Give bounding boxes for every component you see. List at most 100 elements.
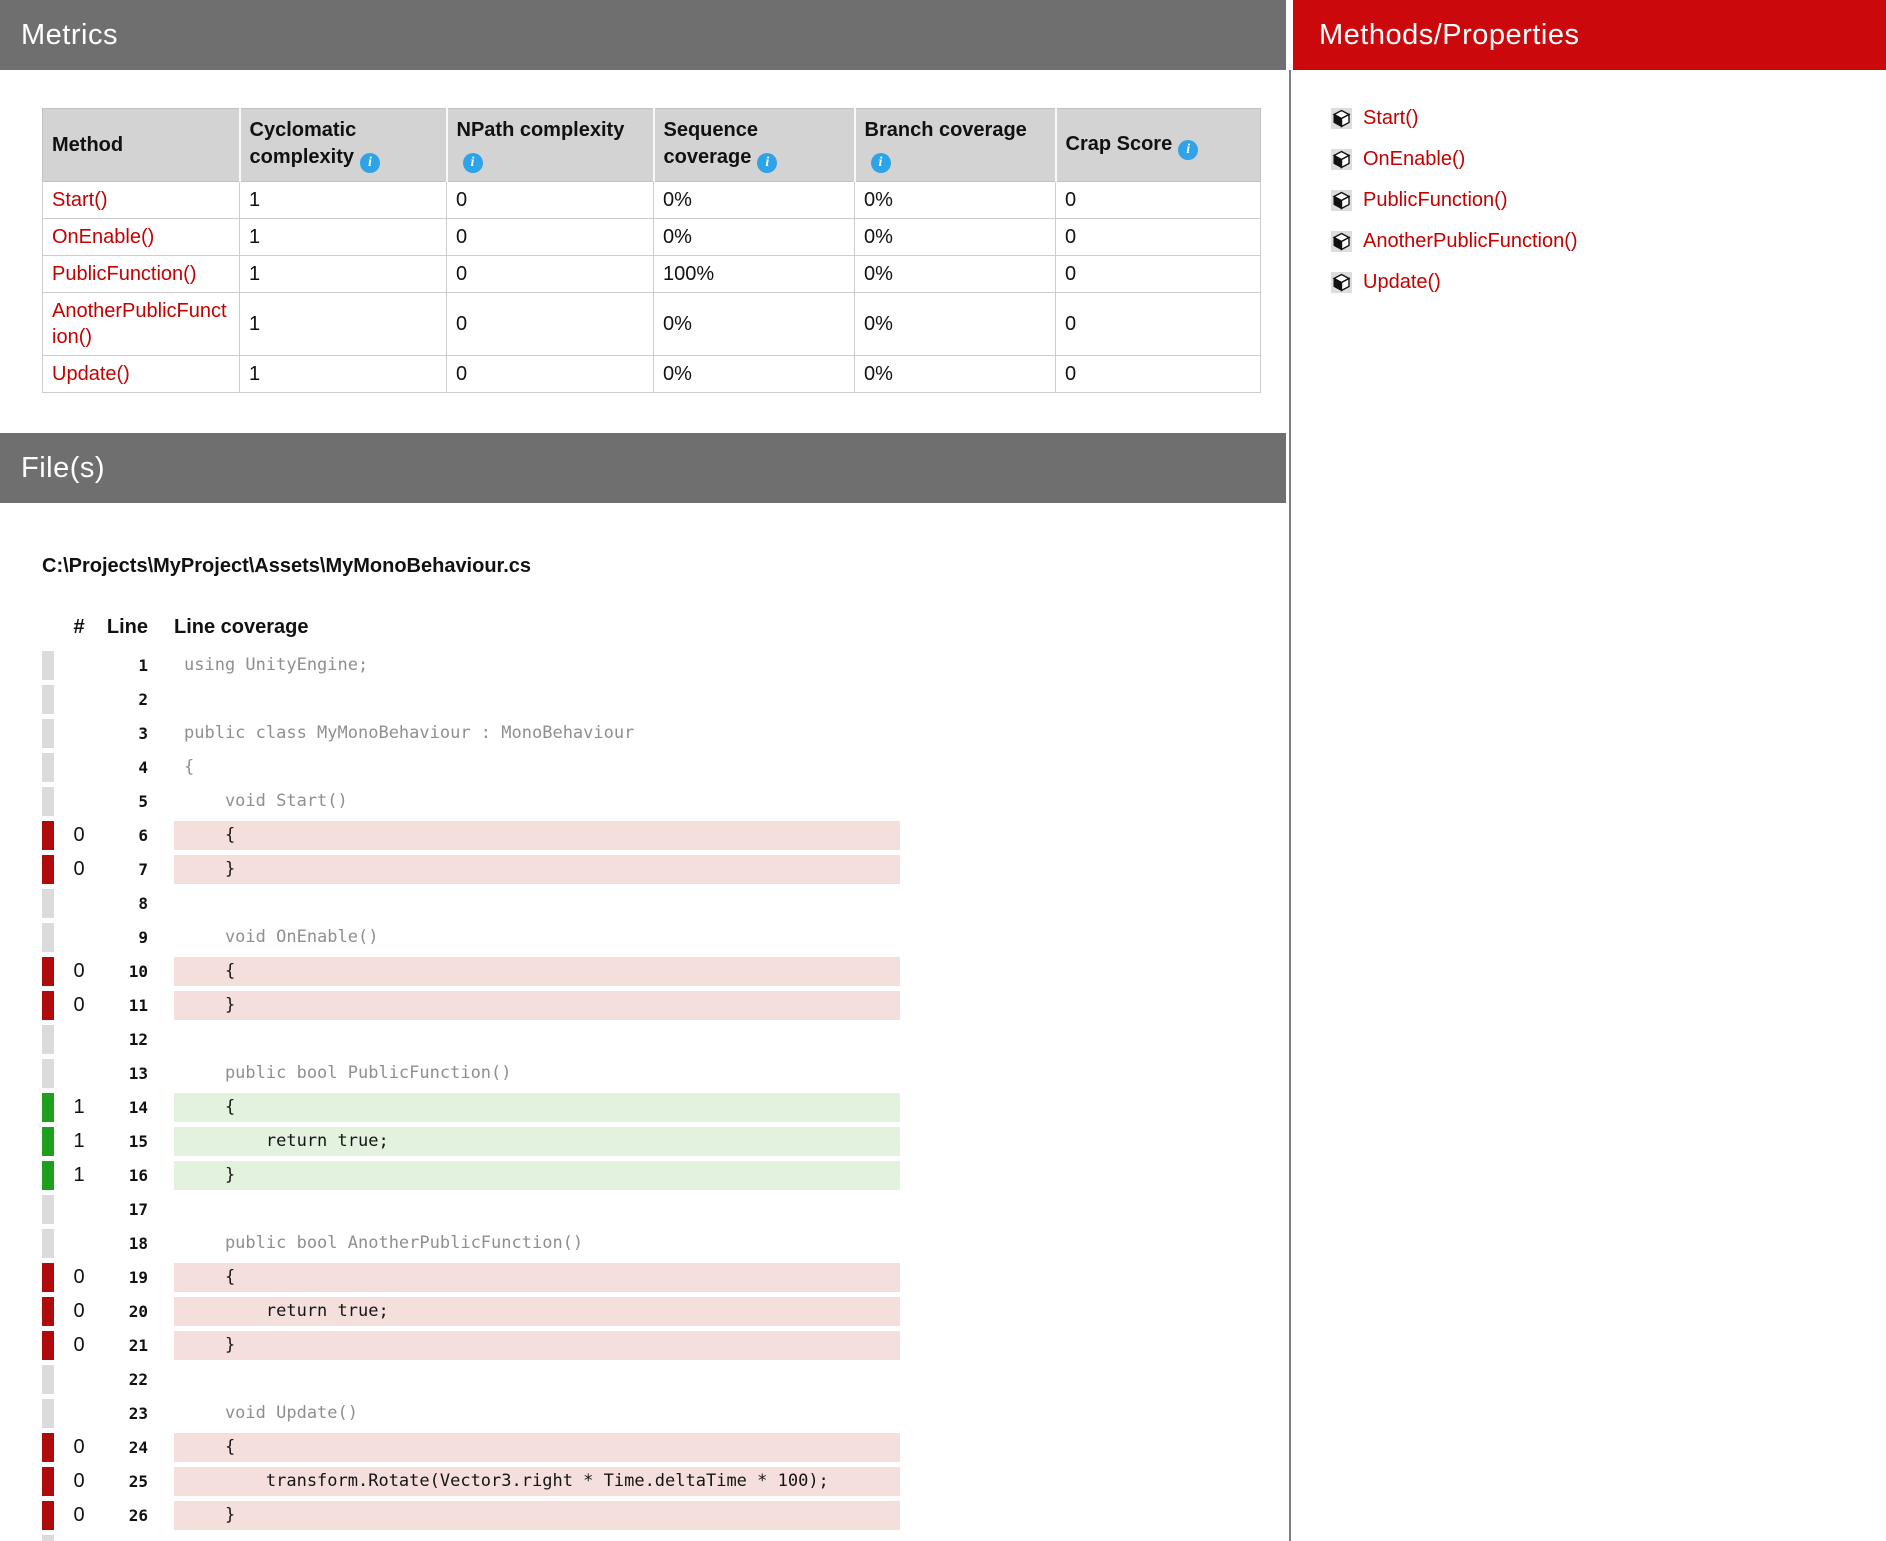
visit-count: 1 (73, 1164, 85, 1186)
coverage-bar (42, 1399, 54, 1428)
code-line-row: 4 { (42, 753, 1286, 782)
code-text (174, 1025, 900, 1054)
crap-score-cell: 0 (1055, 218, 1261, 256)
info-icon[interactable]: i (870, 153, 891, 173)
code-table-header: # Line Line coverage (42, 614, 1286, 641)
coverage-bar (42, 991, 54, 1020)
coverage-bar-cell (42, 1433, 54, 1462)
metrics-section: Method i Cyclomatic complexityi NPath com… (0, 70, 1286, 393)
coverage-bar-cell (42, 1059, 54, 1088)
coverage-bar-cell (42, 651, 54, 680)
line-number: 1 (138, 656, 148, 675)
line-number: 20 (128, 1302, 148, 1321)
coverage-bar (42, 1161, 54, 1190)
code-text: return true; (174, 1297, 900, 1326)
code-text: { (174, 957, 900, 986)
coverage-bar-cell (42, 787, 54, 816)
coverage-bar-cell (42, 889, 54, 918)
coverage-bar-cell (42, 821, 54, 850)
method-list-item: Start() (1331, 105, 1886, 132)
info-icon[interactable]: i (757, 153, 778, 173)
method-link[interactable]: AnotherPublicFunction() (1363, 230, 1578, 252)
method-link[interactable]: Start() (1363, 107, 1419, 129)
coverage-bar-cell (42, 1535, 54, 1541)
coverage-bar (42, 1297, 54, 1326)
info-icon[interactable]: i (462, 153, 483, 173)
method-link[interactable]: PublicFunction() (1363, 189, 1508, 211)
code-line-row: 22 (42, 1365, 1286, 1394)
visit-count: 0 (73, 1300, 85, 1322)
visit-count (62, 923, 96, 952)
cube-icon (1331, 272, 1352, 293)
coverage-bar (42, 1195, 54, 1224)
line-number: 6 (138, 826, 148, 845)
sequence-coverage-cell: 0% (653, 181, 855, 219)
coverage-bar (42, 1467, 54, 1496)
coverage-bar (42, 889, 54, 918)
coverage-bar-cell (42, 1501, 54, 1530)
column-label: Method (52, 133, 124, 156)
method-list-item: Update() (1331, 269, 1886, 296)
code-text: transform.Rotate(Vector3.right * Time.de… (174, 1467, 900, 1496)
method-link[interactable]: AnotherPublicFunction() (52, 300, 227, 348)
cyclomatic-complexity-cell: 1 (239, 255, 447, 293)
file-section: C:\Projects\MyProject\Assets\MyMonoBehav… (0, 555, 1286, 1541)
coverage-bar (42, 1093, 54, 1122)
line-number: 17 (128, 1200, 148, 1219)
code-line-row: 0 10 { (42, 957, 1286, 986)
code-line-row: 1 14 { (42, 1093, 1286, 1122)
column-header-npath-complexity: NPath complexity i (446, 108, 655, 182)
line-number: 11 (128, 996, 148, 1015)
visit-count (62, 719, 96, 748)
coverage-bar-cell (42, 855, 54, 884)
visit-count (62, 1229, 96, 1258)
line-column-header: Line (106, 616, 148, 638)
metrics-row: OnEnable() 1 0 0% 0% 0 (42, 218, 1261, 256)
code-line-row: 0 6 { (42, 821, 1286, 850)
method-link[interactable]: Update() (52, 363, 130, 385)
column-label: NPath complexity (456, 119, 625, 141)
coverage-bar (42, 685, 54, 714)
coverage-bar (42, 1263, 54, 1292)
code-lines: 1 using UnityEngine; 2 3 (42, 651, 1286, 1541)
info-icon[interactable]: i (1178, 139, 1199, 160)
code-text: public bool AnotherPublicFunction() (184, 1233, 584, 1253)
line-number: 13 (128, 1064, 148, 1083)
coverage-bar (42, 1059, 54, 1088)
cyclomatic-complexity-cell: 1 (239, 218, 447, 256)
divider-line (1289, 70, 1291, 1541)
column-header-branch-coverage: Branch coverage i (854, 108, 1057, 182)
column-label: Branch coverage (864, 119, 1027, 141)
method-link[interactable]: OnEnable() (1363, 148, 1466, 170)
visit-count (62, 1399, 96, 1428)
metrics-row: Update() 1 0 0% 0% 0 (42, 355, 1261, 393)
cube-icon (1331, 108, 1352, 129)
line-number: 14 (128, 1098, 148, 1117)
visit-count: 0 (73, 824, 85, 846)
code-text (174, 889, 900, 918)
npath-complexity-cell: 0 (446, 181, 654, 219)
coverage-bar-cell (42, 1365, 54, 1394)
coverage-bar-cell (42, 1195, 54, 1224)
files-panel-header: File(s) (0, 433, 1286, 503)
cube-icon (1331, 149, 1352, 170)
method-link[interactable]: OnEnable() (52, 226, 155, 248)
column-header-cyclomatic-complexity: Cyclomatic complexity i (239, 108, 448, 182)
method-link[interactable]: Update() (1363, 271, 1441, 293)
line-number: 18 (128, 1234, 148, 1253)
coverage-bar (42, 855, 54, 884)
coverage-bar (42, 923, 54, 952)
method-link[interactable]: PublicFunction() (52, 263, 197, 285)
code-line-row: 0 25 transform.Rotate(Vector3.right * Ti… (42, 1467, 1286, 1496)
column-header-crap-score: Crap Score i (1055, 108, 1261, 182)
method-list-item: AnotherPublicFunction() (1331, 228, 1886, 255)
info-icon[interactable]: i (359, 153, 380, 173)
files-title: File(s) (21, 452, 106, 484)
code-text: public bool PublicFunction() (184, 1063, 512, 1083)
line-number: 12 (128, 1030, 148, 1049)
npath-complexity-cell: 0 (446, 355, 654, 393)
visit-count (62, 651, 96, 680)
coverage-bar-column-header (42, 614, 54, 641)
line-number: 4 (138, 758, 148, 777)
method-link[interactable]: Start() (52, 189, 108, 211)
